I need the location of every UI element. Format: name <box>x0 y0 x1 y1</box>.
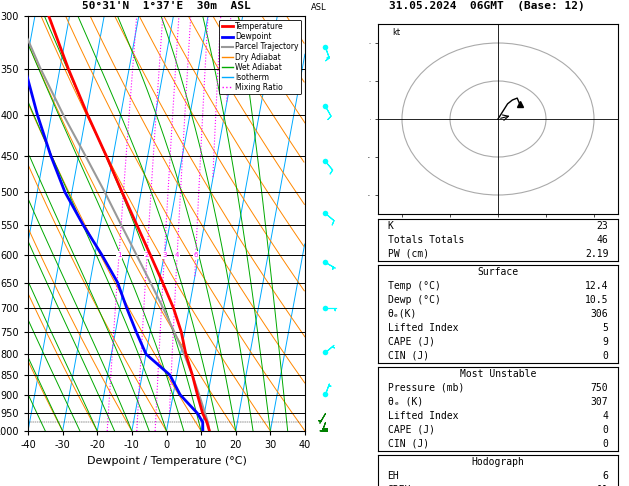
X-axis label: Dewpoint / Temperature (°C): Dewpoint / Temperature (°C) <box>87 455 247 466</box>
Text: Lifted Index: Lifted Index <box>387 323 458 333</box>
Text: CAPE (J): CAPE (J) <box>387 425 435 434</box>
Text: km
ASL: km ASL <box>311 0 326 12</box>
Text: 31.05.2024  06GMT  (Base: 12): 31.05.2024 06GMT (Base: 12) <box>389 1 585 11</box>
Text: 2: 2 <box>145 252 149 258</box>
Text: LCL: LCL <box>309 418 323 427</box>
Text: θₑ(K): θₑ(K) <box>387 309 417 319</box>
Text: Pressure (mb): Pressure (mb) <box>387 382 464 393</box>
Text: -5: -5 <box>309 208 318 217</box>
Legend: Temperature, Dewpoint, Parcel Trajectory, Dry Adiabat, Wet Adiabat, Isotherm, Mi: Temperature, Dewpoint, Parcel Trajectory… <box>220 20 301 94</box>
Text: -4: -4 <box>309 257 318 266</box>
Text: 6: 6 <box>194 252 198 258</box>
Text: 4: 4 <box>603 411 608 421</box>
Text: Lifted Index: Lifted Index <box>387 411 458 421</box>
Text: SREH: SREH <box>387 485 411 486</box>
Text: Dewp (°C): Dewp (°C) <box>387 295 440 305</box>
Text: EH: EH <box>387 470 399 481</box>
Text: θₑ (K): θₑ (K) <box>387 397 423 407</box>
Text: 9: 9 <box>603 337 608 347</box>
Text: K: K <box>387 221 394 231</box>
Text: 750: 750 <box>591 382 608 393</box>
Text: Totals Totals: Totals Totals <box>387 235 464 245</box>
Text: -8: -8 <box>309 42 318 51</box>
Text: Hodograph: Hodograph <box>472 456 525 467</box>
Text: 2.19: 2.19 <box>585 249 608 259</box>
Text: 1: 1 <box>117 252 121 258</box>
Text: CIN (J): CIN (J) <box>387 439 429 449</box>
Text: 23: 23 <box>597 221 608 231</box>
Text: -7: -7 <box>309 101 318 110</box>
Text: 306: 306 <box>591 309 608 319</box>
Text: -3: -3 <box>309 304 318 312</box>
Text: 0: 0 <box>603 439 608 449</box>
Text: 11: 11 <box>597 485 608 486</box>
Text: CAPE (J): CAPE (J) <box>387 337 435 347</box>
Text: Most Unstable: Most Unstable <box>460 369 536 379</box>
Text: PW (cm): PW (cm) <box>387 249 429 259</box>
Text: Surface: Surface <box>477 267 518 277</box>
Text: 3: 3 <box>162 252 167 258</box>
Text: 0: 0 <box>603 425 608 434</box>
Text: -6: -6 <box>309 156 318 166</box>
Text: 10.5: 10.5 <box>585 295 608 305</box>
Text: 5: 5 <box>603 323 608 333</box>
Text: CIN (J): CIN (J) <box>387 351 429 361</box>
Text: 4: 4 <box>175 252 179 258</box>
Text: Mixing Ratio (g/kg): Mixing Ratio (g/kg) <box>323 184 331 263</box>
Text: -1: -1 <box>309 389 318 399</box>
Text: kt: kt <box>392 28 401 37</box>
Text: 46: 46 <box>597 235 608 245</box>
Text: Temp (°C): Temp (°C) <box>387 281 440 291</box>
Text: -2: -2 <box>309 347 318 356</box>
Text: 0: 0 <box>603 351 608 361</box>
Text: 50°31'N  1°37'E  30m  ASL: 50°31'N 1°37'E 30m ASL <box>82 1 251 11</box>
Text: 6: 6 <box>603 470 608 481</box>
Text: 307: 307 <box>591 397 608 407</box>
Text: 12.4: 12.4 <box>585 281 608 291</box>
